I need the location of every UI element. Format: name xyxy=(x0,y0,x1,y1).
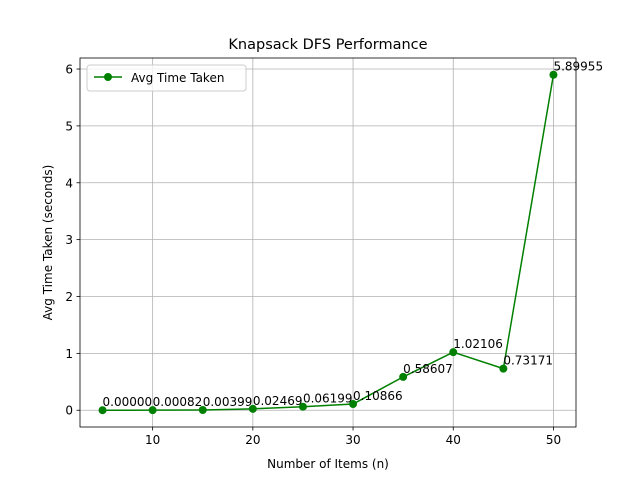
series-line xyxy=(102,74,555,411)
data-label: 0.58607 xyxy=(403,362,453,376)
data-label: 5.89955 xyxy=(553,60,603,74)
data-label: 0.00000 xyxy=(103,395,153,409)
data-label: 0.06199 xyxy=(303,392,353,406)
data-point xyxy=(148,406,157,415)
data-label: 0.00082 xyxy=(153,395,203,409)
y-axis-title: Avg Time Taken (seconds) xyxy=(41,165,55,321)
y-tick-label: 4 xyxy=(65,176,73,190)
x-tick-label: 30 xyxy=(345,433,360,447)
legend-label: Avg Time Taken xyxy=(131,71,224,85)
data-point xyxy=(449,348,458,357)
data-label: 0.02469 xyxy=(253,394,303,408)
plot-frame xyxy=(79,57,577,428)
data-point xyxy=(98,406,107,415)
data-label: 0.73171 xyxy=(503,354,553,368)
y-tick-label: 3 xyxy=(65,233,73,247)
y-tick-label: 0 xyxy=(65,404,73,418)
data-point xyxy=(399,372,408,381)
data-point xyxy=(248,404,257,413)
y-tick-label: 6 xyxy=(65,63,73,77)
x-tick-label: 50 xyxy=(546,433,561,447)
data-point xyxy=(298,402,307,411)
y-tick-label: 1 xyxy=(65,347,73,361)
data-label: 0.00399 xyxy=(203,395,253,409)
data-label: 1.02106 xyxy=(453,337,503,351)
data-point xyxy=(549,70,558,79)
data-point xyxy=(349,400,358,409)
x-axis-title: Number of Items (n) xyxy=(267,457,389,471)
x-tick-label: 10 xyxy=(145,433,160,447)
y-tick-label: 2 xyxy=(65,290,73,304)
grid-lines xyxy=(80,58,576,427)
x-tick-label: 40 xyxy=(446,433,461,447)
axis-ticks: 10 20 30 40 50 0 1 2 3 4 5 6 xyxy=(65,63,561,447)
data-point xyxy=(198,405,207,414)
data-label: 0.10866 xyxy=(353,389,403,403)
x-tick-label: 20 xyxy=(245,433,260,447)
data-point xyxy=(499,364,508,373)
legend: Avg Time Taken xyxy=(86,64,247,92)
legend-marker-sample xyxy=(104,73,112,81)
chart-title: Knapsack DFS Performance xyxy=(228,37,427,53)
series-layer: 0.00000 0.00082 0.00399 0.02469 0.06199 0.108… xyxy=(98,60,603,415)
legend-box xyxy=(86,64,247,92)
y-tick-label: 5 xyxy=(65,119,73,133)
